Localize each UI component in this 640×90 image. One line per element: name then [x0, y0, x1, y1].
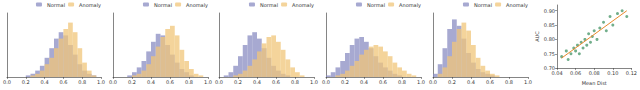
svg-text:Anomaly: Anomaly	[399, 2, 421, 9]
svg-text:0.06: 0.06	[570, 70, 581, 76]
svg-text:0.0: 0.0	[3, 79, 11, 85]
svg-text:0.6: 0.6	[486, 79, 494, 85]
svg-text:Anomaly: Anomaly	[79, 2, 101, 9]
svg-text:0.85: 0.85	[544, 22, 555, 28]
svg-text:0.08: 0.08	[589, 70, 600, 76]
svg-text:0.6: 0.6	[59, 79, 67, 85]
svg-text:0.10: 0.10	[607, 70, 618, 76]
svg-text:Normal: Normal	[474, 2, 492, 8]
svg-text:0.12: 0.12	[626, 70, 637, 76]
svg-text:Anomaly: Anomaly	[506, 2, 528, 9]
svg-text:AUC: AUC	[534, 31, 540, 42]
svg-text:0.2: 0.2	[128, 79, 136, 85]
svg-text:0.6: 0.6	[272, 79, 280, 85]
svg-text:0.2: 0.2	[448, 79, 456, 85]
svg-text:0.80: 0.80	[544, 36, 555, 42]
svg-text:Normal: Normal	[47, 2, 65, 8]
svg-text:0.0: 0.0	[322, 79, 330, 85]
svg-text:0.0: 0.0	[429, 79, 437, 85]
svg-text:0.4: 0.4	[41, 79, 49, 85]
svg-text:0.0: 0.0	[109, 79, 117, 85]
svg-text:Mean Dist: Mean Dist	[582, 80, 607, 86]
svg-text:0.6: 0.6	[166, 79, 174, 85]
svg-text:0.8: 0.8	[291, 79, 299, 85]
svg-text:0.2: 0.2	[341, 79, 349, 85]
svg-text:Anomaly: Anomaly	[292, 2, 314, 9]
svg-text:Normal: Normal	[154, 2, 172, 8]
svg-text:0.75: 0.75	[544, 51, 555, 57]
svg-text:0.70: 0.70	[543, 65, 555, 72]
svg-text:0.8: 0.8	[505, 79, 513, 85]
svg-text:Normal: Normal	[367, 2, 385, 8]
svg-text:1.0: 1.0	[310, 79, 318, 85]
svg-text:1.0: 1.0	[97, 79, 105, 85]
svg-text:0.2: 0.2	[234, 79, 242, 85]
svg-text:Normal: Normal	[260, 2, 278, 8]
svg-text:0.0: 0.0	[215, 79, 223, 85]
svg-text:0.6: 0.6	[379, 79, 387, 85]
svg-text:0.04: 0.04	[551, 70, 562, 76]
svg-text:0.8: 0.8	[185, 79, 193, 85]
svg-text:1.0: 1.0	[204, 79, 212, 85]
svg-text:0.4: 0.4	[360, 79, 368, 85]
svg-text:0.90: 0.90	[544, 8, 555, 14]
svg-text:0.4: 0.4	[253, 79, 261, 85]
svg-text:1.0: 1.0	[524, 79, 532, 85]
svg-text:0.4: 0.4	[467, 79, 475, 85]
svg-text:0.2: 0.2	[22, 79, 30, 85]
svg-text:0.8: 0.8	[398, 79, 406, 85]
svg-text:Anomaly: Anomaly	[186, 2, 208, 9]
svg-text:0.8: 0.8	[78, 79, 86, 85]
svg-text:0.4: 0.4	[147, 79, 155, 85]
svg-text:1.0: 1.0	[417, 79, 425, 85]
